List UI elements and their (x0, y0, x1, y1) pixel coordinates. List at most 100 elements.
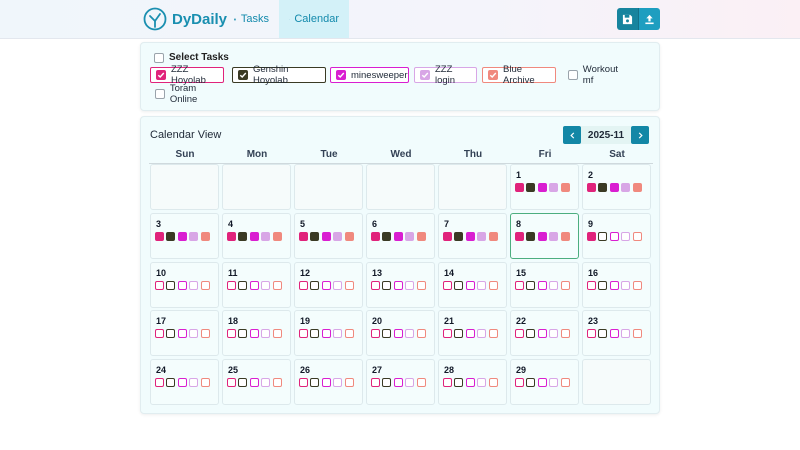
task-status-square[interactable] (598, 183, 608, 192)
task-status-square[interactable] (393, 280, 403, 290)
calendar-day-cell[interactable]: 23 (582, 310, 651, 357)
task-status-square[interactable] (177, 231, 187, 241)
task-status-square[interactable] (166, 280, 176, 290)
task-status-square[interactable] (537, 378, 547, 388)
task-status-square[interactable] (632, 280, 642, 290)
task-status-square[interactable] (382, 280, 392, 290)
calendar-day-cell[interactable]: 22 (510, 310, 579, 357)
task-status-square[interactable] (344, 231, 354, 241)
task-option[interactable]: Workout mf (563, 64, 635, 86)
task-status-square[interactable] (155, 231, 164, 241)
task-status-square[interactable] (382, 329, 392, 339)
task-status-square[interactable] (587, 280, 596, 290)
task-status-square[interactable] (416, 378, 426, 388)
task-checkbox[interactable] (336, 70, 346, 80)
task-status-square[interactable] (189, 329, 199, 339)
task-status-square[interactable] (598, 280, 608, 290)
task-status-square[interactable] (515, 329, 524, 339)
task-status-square[interactable] (465, 280, 475, 290)
task-status-square[interactable] (405, 231, 415, 241)
task-status-square[interactable] (155, 378, 164, 388)
task-status-square[interactable] (238, 378, 248, 388)
task-status-square[interactable] (416, 280, 426, 290)
task-status-square[interactable] (526, 378, 536, 388)
task-status-square[interactable] (560, 329, 570, 339)
task-status-square[interactable] (227, 231, 236, 241)
task-status-square[interactable] (238, 231, 248, 241)
task-option[interactable]: minesweeper (330, 67, 409, 83)
task-checkbox[interactable] (420, 70, 430, 80)
calendar-day-cell[interactable]: 14 (438, 261, 507, 308)
save-button[interactable] (617, 8, 638, 30)
task-status-square[interactable] (477, 280, 487, 290)
task-status-square[interactable] (321, 231, 331, 241)
calendar-day-cell[interactable]: 12 (294, 261, 363, 308)
task-status-square[interactable] (454, 378, 464, 388)
calendar-day-cell[interactable]: 5 (294, 212, 363, 259)
task-status-square[interactable] (249, 231, 259, 241)
task-status-square[interactable] (560, 280, 570, 290)
task-checkbox[interactable] (238, 70, 248, 80)
task-status-square[interactable] (515, 183, 524, 192)
task-status-square[interactable] (526, 280, 536, 290)
calendar-day-cell[interactable]: 9 (582, 212, 651, 259)
task-status-square[interactable] (598, 329, 608, 339)
calendar-day-cell[interactable]: 21 (438, 310, 507, 357)
calendar-day-cell[interactable]: 18 (222, 310, 291, 357)
task-status-square[interactable] (382, 378, 392, 388)
calendar-day-cell[interactable]: 17 (150, 310, 219, 357)
select-tasks-toggle[interactable]: Select Tasks (154, 52, 229, 63)
task-status-square[interactable] (465, 329, 475, 339)
prev-month-button[interactable] (563, 126, 581, 144)
task-status-square[interactable] (333, 280, 343, 290)
task-status-square[interactable] (393, 231, 403, 241)
task-status-square[interactable] (200, 329, 210, 339)
task-status-square[interactable] (632, 231, 642, 241)
task-status-square[interactable] (454, 231, 464, 241)
task-status-square[interactable] (249, 280, 259, 290)
task-option[interactable]: ZZZ Hoyolab (150, 64, 224, 86)
task-status-square[interactable] (621, 280, 631, 290)
task-status-square[interactable] (299, 378, 308, 388)
task-status-square[interactable] (416, 231, 426, 241)
next-month-button[interactable] (631, 126, 649, 144)
task-status-square[interactable] (488, 231, 498, 241)
task-status-square[interactable] (227, 329, 236, 339)
task-status-square[interactable] (443, 329, 452, 339)
task-status-square[interactable] (310, 280, 320, 290)
calendar-day-cell[interactable]: 2 (582, 164, 651, 210)
task-checkbox[interactable] (155, 89, 165, 99)
task-status-square[interactable] (526, 183, 536, 192)
task-status-square[interactable] (549, 378, 559, 388)
task-status-square[interactable] (454, 329, 464, 339)
task-status-square[interactable] (393, 329, 403, 339)
task-checkbox[interactable] (156, 70, 166, 80)
task-status-square[interactable] (272, 231, 282, 241)
task-status-square[interactable] (333, 329, 343, 339)
task-status-square[interactable] (321, 378, 331, 388)
task-status-square[interactable] (310, 231, 320, 241)
task-status-square[interactable] (560, 183, 570, 192)
task-status-square[interactable] (155, 280, 164, 290)
task-status-square[interactable] (310, 329, 320, 339)
task-status-square[interactable] (537, 280, 547, 290)
calendar-day-cell[interactable]: 28 (438, 359, 507, 406)
calendar-day-cell[interactable]: 19 (294, 310, 363, 357)
task-status-square[interactable] (549, 280, 559, 290)
task-status-square[interactable] (371, 280, 380, 290)
task-status-square[interactable] (189, 280, 199, 290)
task-status-square[interactable] (632, 183, 642, 192)
task-status-square[interactable] (299, 231, 308, 241)
task-status-square[interactable] (238, 329, 248, 339)
task-status-square[interactable] (189, 378, 199, 388)
calendar-day-cell[interactable]: 4 (222, 212, 291, 259)
task-status-square[interactable] (609, 329, 619, 339)
task-status-square[interactable] (177, 378, 187, 388)
task-status-square[interactable] (465, 378, 475, 388)
task-status-square[interactable] (560, 378, 570, 388)
calendar-day-cell[interactable]: 16 (582, 261, 651, 308)
task-status-square[interactable] (261, 329, 271, 339)
task-status-square[interactable] (310, 378, 320, 388)
task-status-square[interactable] (166, 378, 176, 388)
task-status-square[interactable] (537, 183, 547, 192)
